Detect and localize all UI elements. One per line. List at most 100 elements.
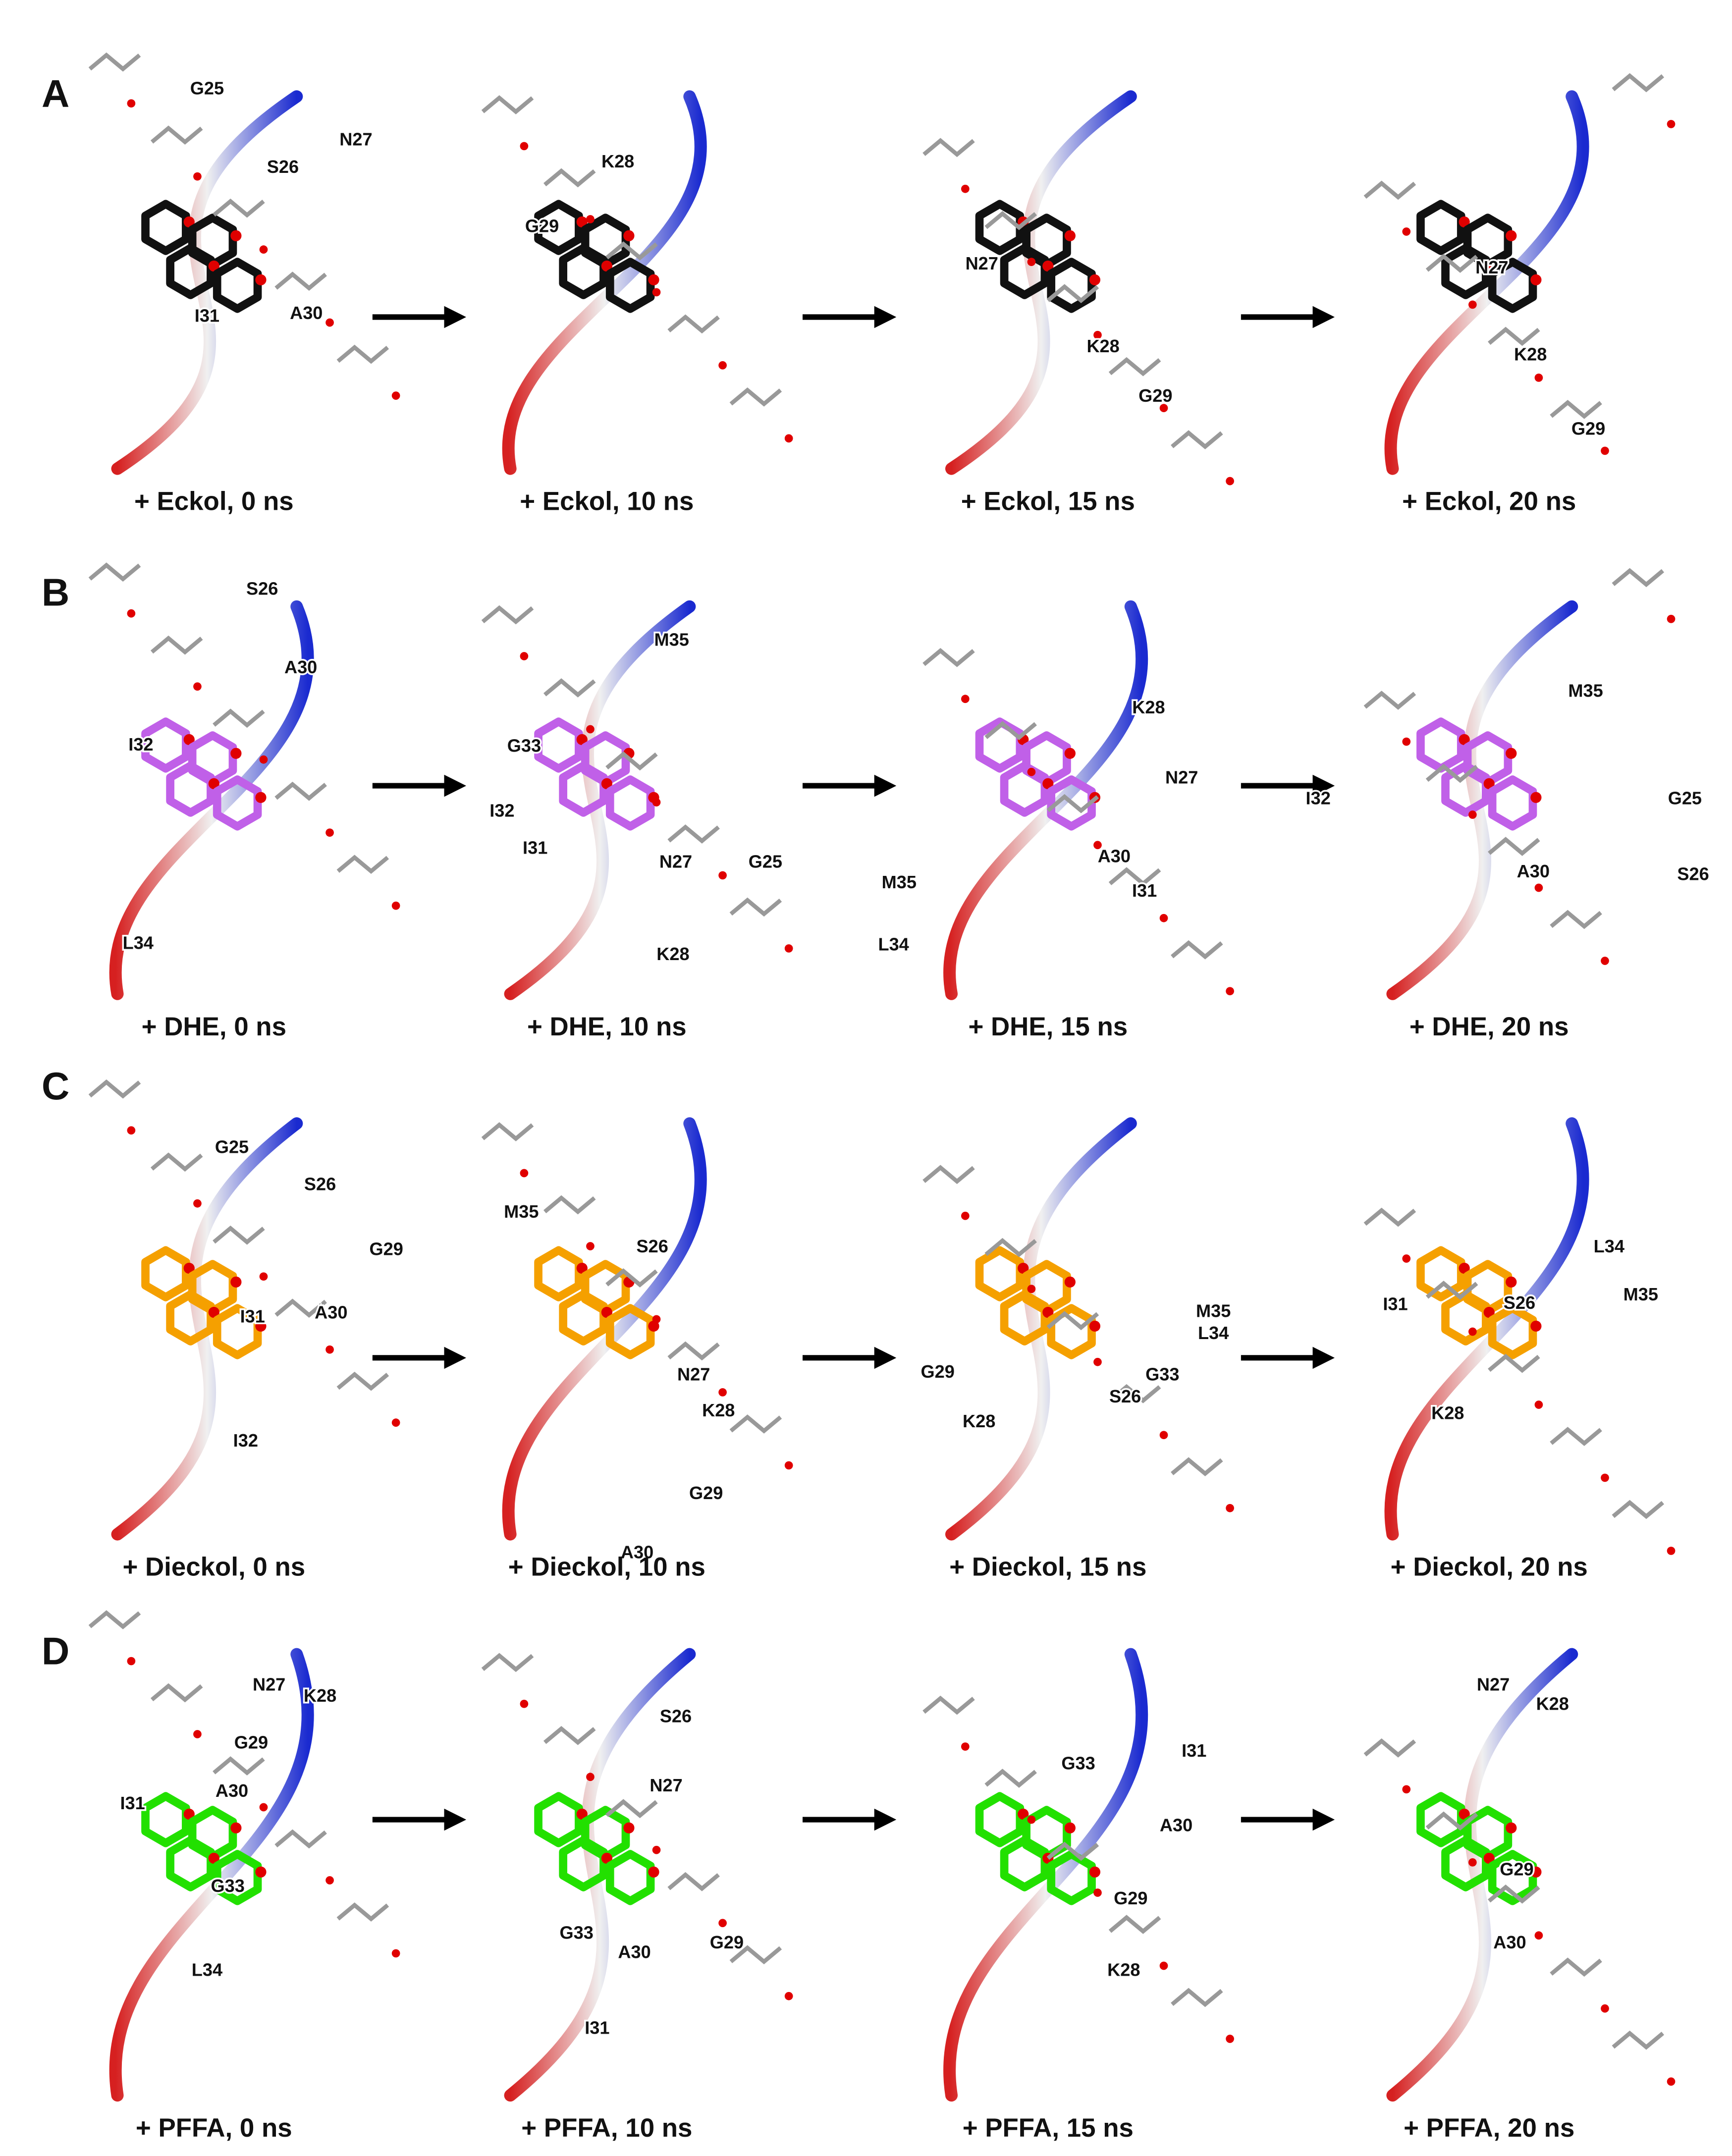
oxygen-atom [208,778,219,790]
side-chain [481,605,534,625]
residue-label: I31 [240,1306,265,1327]
peptide-ribbon [502,90,707,475]
side-chain [1612,2030,1665,2050]
side-chain [1612,1500,1665,1519]
water [127,1657,136,1666]
side-chain [729,1945,782,1965]
side-chain [88,1079,141,1099]
oxygen-atom [1506,748,1517,759]
side-chain [1550,1427,1602,1446]
side-chain [543,678,596,698]
oxygen-atom [1459,216,1470,228]
ligand-ring [1488,1304,1537,1359]
side-chain [1108,357,1161,377]
oxygen-atom [1530,1320,1542,1332]
side-chain [213,1756,265,1776]
residue-label: G29 [1138,385,1172,406]
oxygen-atom [230,1822,242,1833]
peptide-ribbon [1384,1117,1589,1541]
oxygen-atom [1506,1276,1517,1288]
frame-caption: + Eckol, 10 ns [520,487,694,516]
residue-label: I31 [523,838,547,858]
water [325,318,334,327]
oxygen-atom [576,1808,588,1820]
side-chain [1550,400,1602,419]
side-chain [481,1653,534,1672]
ligand-ring [559,761,608,817]
structure-frame: N27 K28 G29 I31 A30 G33 L34 [88,1610,400,2102]
oxygen-atom [230,748,242,759]
residue-label: G29 [234,1732,268,1753]
side-chain [605,1268,658,1288]
oxygen-atom [1064,230,1076,241]
residue-label: G33 [211,1876,244,1896]
water [520,142,529,151]
residue-label: M35 [654,629,689,649]
side-chain [1108,867,1161,887]
oxygen-atom [1064,1276,1076,1288]
frame-caption: + Dieckol, 10 ns [508,1553,705,1582]
residue-label: G29 [1500,1859,1533,1880]
water [127,609,136,618]
residue-label: A30 [1517,861,1550,881]
residue-label: K28 [1514,344,1547,364]
side-chain [922,647,975,667]
water [718,361,727,370]
structure-frame: G25 S26 N27 I31 A30 [88,52,400,475]
water [1027,767,1036,776]
residue-label: G25 [1668,788,1702,808]
residue-label: I31 [1182,1740,1206,1761]
structure-frame: L34 M35 I31 S26 K28 [1363,1117,1676,1555]
water [193,1199,202,1208]
water [1667,615,1676,623]
water [1093,1357,1102,1366]
oxygen-atom [1089,1866,1101,1878]
side-chain [984,1769,1037,1788]
side-chain [274,1298,327,1318]
oxygen-atom [1483,778,1495,790]
water [193,172,202,181]
residue-label: L34 [1594,1236,1624,1256]
residue-label: S26 [1504,1293,1535,1313]
side-chain [150,635,203,655]
peptide-ribbon [502,1117,707,1541]
structure-frame: G25 S26 G29 I31 A30 I32 [88,1079,405,1541]
side-chain [543,1725,596,1745]
side-chain [922,1165,975,1185]
water [1226,477,1234,485]
oxygen-atom [208,1852,219,1864]
water [1534,1931,1543,1940]
oxygen-atom [1530,1866,1542,1878]
side-chain [150,1152,203,1172]
side-chain [336,1902,389,1922]
frame-caption: + DHE, 10 ns [527,1012,687,1041]
ligand-ring [605,1850,655,1905]
oxygen-atom [623,230,635,241]
frame-caption: + DHE, 0 ns [142,1012,286,1041]
residue-label: S26 [267,157,299,177]
oxygen-atom [1459,1808,1470,1820]
side-chain [213,708,265,728]
oxygen-atom [1483,1852,1495,1864]
residue-label: S26 [304,1174,336,1194]
water [259,1803,268,1812]
oxygen-atom [576,734,588,745]
oxygen-atom [1459,1262,1470,1274]
structure-frame: S26 N27 G33 A30 G29 I31 [481,1648,793,2102]
ligand-ring [975,717,1025,773]
ligand-ring [213,258,262,313]
peptide-ribbon [943,1648,1148,2102]
side-chain [1425,763,1478,783]
ligand-ring [1000,761,1049,817]
residue-label: A30 [284,657,317,677]
ligand-ring [213,1304,262,1359]
residue-label: N27 [659,851,692,871]
residue-label: M35 [1196,1301,1231,1321]
water [1468,810,1477,819]
oxygen-atom [648,1866,659,1878]
ligand-ring [534,717,583,773]
side-chain [150,1683,203,1703]
water [193,682,202,691]
side-chain [1550,1957,1602,1977]
